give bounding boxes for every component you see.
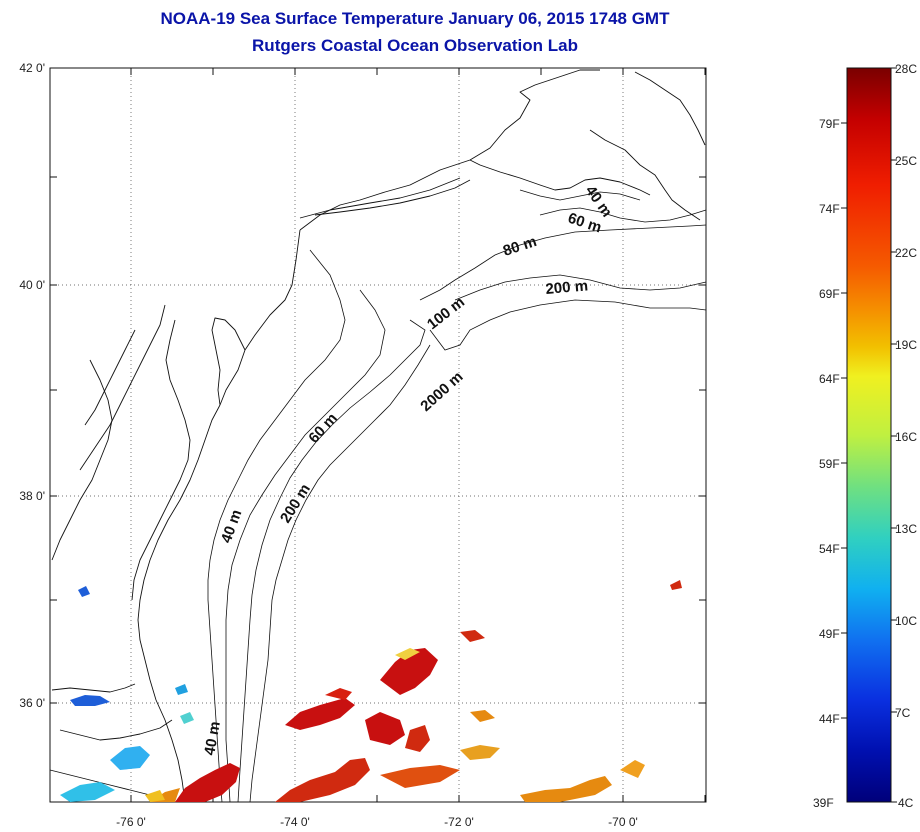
map-title: NOAA-19 Sea Surface Temperature January … — [160, 9, 670, 28]
sst-patches — [60, 580, 682, 802]
colorbar-c-7: 7C — [895, 706, 911, 720]
colorbar-f-64: 64F — [819, 372, 840, 386]
colorbar-c-19: 19C — [895, 338, 917, 352]
colorbar-c-28: 28C — [895, 62, 917, 76]
lon-label-72: -72 0' — [444, 815, 474, 829]
colorbar-f-79: 79F — [819, 117, 840, 131]
contour-label-40m-south: 40 m — [201, 720, 224, 757]
coastline — [49, 69, 706, 803]
colorbar-c-10: 10C — [895, 614, 917, 628]
colorbar-f-59: 59F — [819, 457, 840, 471]
colorbar-c-22: 22C — [895, 246, 917, 260]
lon-label-74: -74 0' — [280, 815, 310, 829]
colorbar-gradient — [846, 67, 892, 803]
colorbar-f-74: 74F — [819, 202, 840, 216]
bathymetry-contours — [207, 189, 707, 803]
map-subtitle: Rutgers Coastal Ocean Observation Lab — [252, 36, 578, 55]
colorbar-c-13: 13C — [895, 522, 917, 536]
colorbar-f-49: 49F — [819, 627, 840, 641]
colorbar-c-25: 25C — [895, 154, 917, 168]
lat-label-38: 38 0' — [19, 489, 45, 503]
lat-label-40: 40 0' — [19, 278, 45, 292]
contour-label-200m-ne: 200 m — [545, 277, 589, 298]
colorbar-c-4: 4C — [898, 796, 914, 810]
colorbar-c-16: 16C — [895, 430, 917, 444]
lon-label-70: -70 0' — [608, 815, 638, 829]
graticule — [50, 68, 706, 802]
frame-ticks — [50, 67, 706, 802]
lon-label-76: -76 0' — [116, 815, 146, 829]
lat-label-42: 42 0' — [19, 61, 45, 75]
lat-label-36: 36 0' — [19, 696, 45, 710]
colorbar-f-54: 54F — [819, 542, 840, 556]
colorbar-f-44: 44F — [819, 712, 840, 726]
colorbar-f-39: 39F — [813, 796, 834, 810]
colorbar: 28C 25C 22C 19C 16C 13C 10C 7C 4C 79F 74… — [813, 62, 917, 810]
colorbar-f-69: 69F — [819, 287, 840, 301]
map-frame — [49, 67, 707, 803]
